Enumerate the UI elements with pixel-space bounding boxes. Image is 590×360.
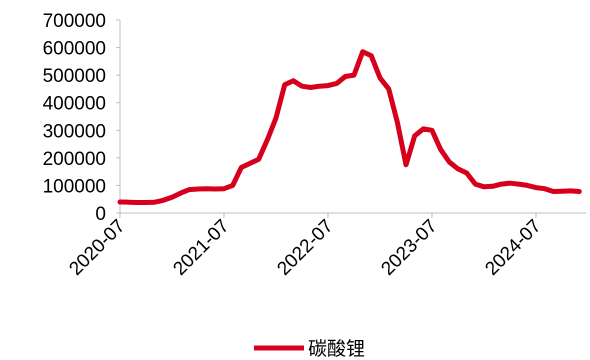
series-line-lithium-carbonate [117,49,582,205]
y-tick-label: 200000 [43,149,106,170]
y-tick-label: 100000 [43,176,106,197]
x-axis-ticks: 2020-07 2021-07 2022-07 2023-07 2024-07 [65,213,546,280]
x-tick-label: 2023-07 [377,216,441,280]
legend: 碳酸锂 [254,338,365,360]
y-tick-label: 500000 [43,66,106,87]
x-tick-label: 2020-07 [65,216,129,280]
x-tick-label: 2022-07 [273,216,337,280]
y-tick-label: 400000 [43,94,106,115]
x-tick-label: 2024-07 [481,216,545,280]
y-tick-label: 0 [95,204,106,225]
legend-label: 碳酸锂 [308,338,365,360]
y-axis-ticks: 0 100000 200000 300000 400000 500000 600000 700… [43,11,120,225]
y-tick-label: 600000 [43,39,106,60]
y-tick-label: 700000 [43,11,106,32]
x-tick-label: 2021-07 [169,216,233,280]
y-tick-label: 300000 [43,121,106,142]
